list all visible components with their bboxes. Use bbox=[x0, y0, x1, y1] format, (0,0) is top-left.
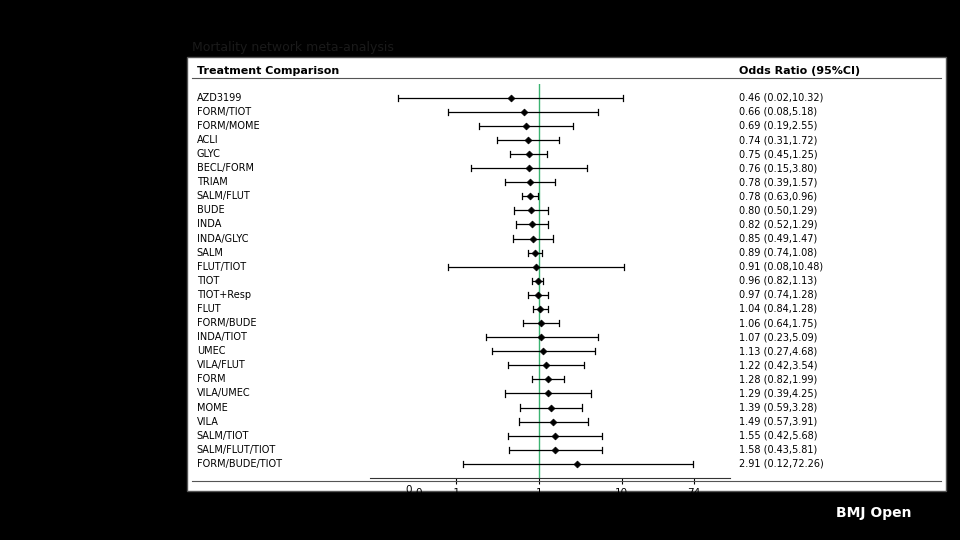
Text: FORM/BUDE/TIOT: FORM/BUDE/TIOT bbox=[197, 459, 282, 469]
Text: SALM: SALM bbox=[197, 248, 224, 258]
Text: 0.75 (0.45,1.25): 0.75 (0.45,1.25) bbox=[739, 149, 818, 159]
Text: 0.76 (0.15,3.80): 0.76 (0.15,3.80) bbox=[739, 163, 818, 173]
Text: 0.74 (0.31,1.72): 0.74 (0.31,1.72) bbox=[739, 135, 818, 145]
Text: SALM/TIOT: SALM/TIOT bbox=[197, 431, 250, 441]
Text: BUDE: BUDE bbox=[197, 205, 225, 215]
Text: FLUT/TIOT: FLUT/TIOT bbox=[197, 262, 246, 272]
Text: INDA/GLYC: INDA/GLYC bbox=[197, 234, 249, 244]
Text: ←: ← bbox=[197, 500, 207, 512]
Text: 0.46 (0.02,10.32): 0.46 (0.02,10.32) bbox=[739, 93, 824, 103]
Text: 0: 0 bbox=[415, 488, 421, 498]
Text: TRIAM: TRIAM bbox=[197, 177, 228, 187]
Text: 0.85 (0.49,1.47): 0.85 (0.49,1.47) bbox=[739, 234, 818, 244]
Text: FORM/TIOT: FORM/TIOT bbox=[197, 107, 251, 117]
Text: BECL/FORM: BECL/FORM bbox=[197, 163, 253, 173]
Text: 1.39 (0.59,3.28): 1.39 (0.59,3.28) bbox=[739, 402, 818, 413]
Text: 1.49 (0.57,3.91): 1.49 (0.57,3.91) bbox=[739, 416, 818, 427]
Text: BMJ Open: BMJ Open bbox=[836, 506, 911, 520]
Text: AZD3199: AZD3199 bbox=[197, 93, 242, 103]
Text: 2.91 (0.12,72.26): 2.91 (0.12,72.26) bbox=[739, 459, 824, 469]
Text: 0.78 (0.63,0.96): 0.78 (0.63,0.96) bbox=[739, 191, 817, 201]
Text: Active treatment
better: Active treatment better bbox=[429, 494, 512, 516]
Text: Odds Ratio (95%CI): Odds Ratio (95%CI) bbox=[739, 65, 860, 76]
Text: 1.58 (0.43,5.81): 1.58 (0.43,5.81) bbox=[739, 445, 818, 455]
Text: FORM/MOME: FORM/MOME bbox=[197, 121, 259, 131]
Text: 0.96 (0.82,1.13): 0.96 (0.82,1.13) bbox=[739, 276, 817, 286]
Text: 0.78 (0.39,1.57): 0.78 (0.39,1.57) bbox=[739, 177, 818, 187]
Text: 1.07 (0.23,5.09): 1.07 (0.23,5.09) bbox=[739, 332, 818, 342]
Text: 0.82 (0.52,1.29): 0.82 (0.52,1.29) bbox=[739, 219, 818, 230]
Text: 0.97 (0.74,1.28): 0.97 (0.74,1.28) bbox=[739, 290, 818, 300]
Text: GLYC: GLYC bbox=[197, 149, 221, 159]
Text: 1.29 (0.39,4.25): 1.29 (0.39,4.25) bbox=[739, 388, 818, 399]
Text: INDA: INDA bbox=[197, 219, 221, 230]
Text: 1.06 (0.64,1.75): 1.06 (0.64,1.75) bbox=[739, 318, 818, 328]
Text: 0.66 (0.08,5.18): 0.66 (0.08,5.18) bbox=[739, 107, 817, 117]
Text: VILA/FLUT: VILA/FLUT bbox=[197, 360, 246, 370]
Text: FORM: FORM bbox=[197, 374, 226, 384]
Text: 1.22 (0.42,3.54): 1.22 (0.42,3.54) bbox=[739, 360, 818, 370]
Text: 0.80 (0.50,1.29): 0.80 (0.50,1.29) bbox=[739, 205, 818, 215]
Text: VILA: VILA bbox=[197, 416, 219, 427]
Text: FLUT: FLUT bbox=[197, 304, 221, 314]
Text: FORM/BUDE: FORM/BUDE bbox=[197, 318, 256, 328]
Text: — Placebo better →: — Placebo better → bbox=[597, 501, 692, 511]
Text: Mortality network meta-analysis: Mortality network meta-analysis bbox=[192, 41, 394, 54]
Text: 1.55 (0.42,5.68): 1.55 (0.42,5.68) bbox=[739, 431, 818, 441]
Text: 0.69 (0.19,2.55): 0.69 (0.19,2.55) bbox=[739, 121, 818, 131]
Text: 1.04 (0.84,1.28): 1.04 (0.84,1.28) bbox=[739, 304, 817, 314]
Text: 0: 0 bbox=[406, 485, 413, 495]
Text: SALM/FLUT: SALM/FLUT bbox=[197, 191, 251, 201]
Text: ACLI: ACLI bbox=[197, 135, 219, 145]
Text: Treatment Comparison: Treatment Comparison bbox=[197, 65, 339, 76]
Text: 0.89 (0.74,1.08): 0.89 (0.74,1.08) bbox=[739, 248, 817, 258]
Text: 1.28 (0.82,1.99): 1.28 (0.82,1.99) bbox=[739, 374, 818, 384]
Text: TIOT: TIOT bbox=[197, 276, 219, 286]
Text: SALM/FLUT/TIOT: SALM/FLUT/TIOT bbox=[197, 445, 276, 455]
Text: MOME: MOME bbox=[197, 402, 228, 413]
Text: VILA/UMEC: VILA/UMEC bbox=[197, 388, 251, 399]
Text: 0.91 (0.08,10.48): 0.91 (0.08,10.48) bbox=[739, 262, 824, 272]
Text: 1.13 (0.27,4.68): 1.13 (0.27,4.68) bbox=[739, 346, 818, 356]
Text: UMEC: UMEC bbox=[197, 346, 226, 356]
Text: INDA/TIOT: INDA/TIOT bbox=[197, 332, 247, 342]
Text: TIOT+Resp: TIOT+Resp bbox=[197, 290, 251, 300]
